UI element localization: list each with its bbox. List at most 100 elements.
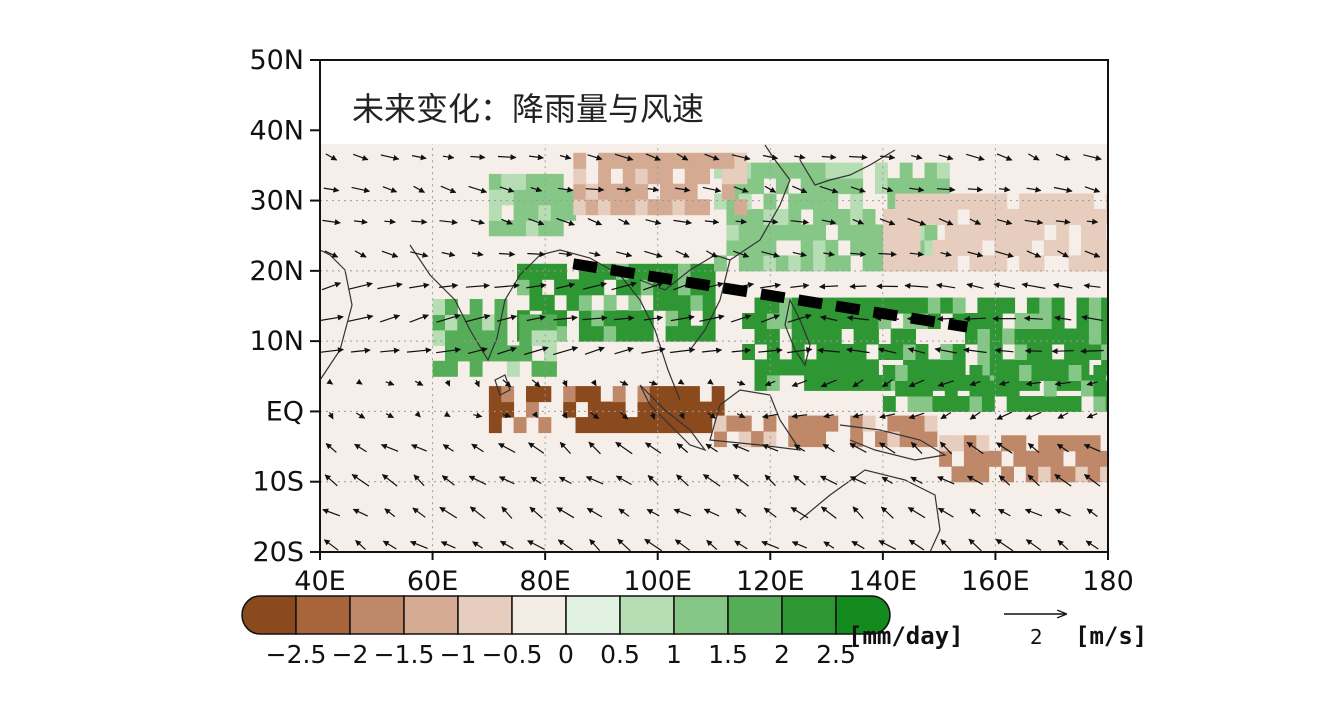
wind-vector (1027, 442, 1040, 454)
rain-cell (585, 199, 599, 216)
wind-vector (615, 475, 632, 486)
wind-vector (528, 442, 545, 454)
colorbar: −2.5 −2 −1.5 −1 −0.5 0 0.5 1 1.5 2 2.5 (241, 595, 891, 669)
rain-cell (1105, 193, 1108, 210)
colorbar-tick-label: −2.5 (266, 640, 327, 669)
rain-cell (687, 401, 700, 418)
rain-cell (853, 359, 867, 376)
lat-tick-label: 40N (249, 115, 304, 146)
wind-vector (761, 251, 780, 258)
rain-cell (981, 224, 995, 241)
wind-vector (530, 476, 542, 485)
rain-cell (936, 162, 950, 179)
wind-vector (908, 412, 925, 420)
wind-vector (968, 538, 982, 552)
rain-cell (1088, 297, 1102, 314)
wind-vector (879, 413, 896, 420)
rain-cell (837, 178, 851, 195)
wind-vector (938, 218, 954, 226)
rain-cell (711, 386, 725, 403)
wind-vector (411, 154, 427, 161)
rain-cell (1081, 255, 1094, 272)
rain-cell (890, 297, 904, 314)
wind-vector (325, 443, 337, 453)
rain-cell (912, 178, 925, 195)
rain-cell (920, 380, 933, 397)
rain-cell (1100, 450, 1108, 467)
rain-cell (951, 466, 965, 483)
rain-cell (738, 431, 752, 448)
rain-cell (697, 168, 710, 185)
wind-vector (998, 186, 1011, 193)
rain-cell (981, 255, 995, 272)
rain-cell (813, 224, 826, 241)
rain-cell (1019, 365, 1032, 381)
wind-vector (791, 541, 808, 549)
rain-cell (1002, 297, 1016, 314)
rain-cell (726, 415, 740, 432)
wind-vector (849, 476, 867, 485)
wind-vector (764, 185, 777, 193)
rain-cell (882, 365, 896, 381)
rain-cell (738, 255, 752, 272)
wind-vector (823, 251, 835, 257)
rain-cell (837, 162, 851, 179)
colorbar-tick-label: −1.5 (374, 640, 435, 669)
wind-vector (820, 379, 837, 388)
wind-vector (439, 506, 458, 519)
wind-vector (355, 412, 366, 419)
wind-vector (413, 185, 426, 193)
wind-vector (966, 282, 984, 289)
wind-vector (382, 540, 397, 550)
rain-cell (1081, 239, 1094, 256)
rain-cell (1076, 313, 1090, 329)
rain-cell (920, 365, 933, 381)
rain-cell (751, 209, 764, 225)
rain-cell (526, 220, 539, 237)
wind-vector (385, 380, 395, 386)
rain-cell (1093, 396, 1107, 412)
lon-tick-label: 180 (1082, 566, 1134, 597)
wind-vector (352, 153, 369, 161)
vector-legend: 2 [m/s] (1004, 614, 1147, 650)
rain-cell (653, 294, 667, 311)
wind-vector (1057, 539, 1069, 551)
wind-vector (354, 250, 367, 258)
australia-coast (799, 469, 941, 552)
wind-vector (553, 346, 579, 356)
rain-cell (660, 199, 673, 216)
wind-vector (701, 347, 723, 354)
rain-cell (988, 450, 1002, 467)
rain-cell (895, 224, 909, 241)
rain-cell (895, 239, 909, 256)
rain-cell (800, 224, 814, 241)
wind-vector (414, 410, 421, 418)
wind-vector (584, 346, 605, 355)
wind-vector (531, 411, 538, 418)
wind-vector (355, 378, 363, 385)
rain-cell (1031, 365, 1045, 381)
wind-vector (322, 219, 341, 226)
rain-cell (531, 329, 545, 346)
wind-vector (1026, 250, 1042, 258)
wind-vector (996, 219, 1013, 226)
rain-cell (678, 325, 691, 342)
rain-cell (697, 199, 710, 216)
wind-vector (1026, 186, 1042, 193)
rain-cell (640, 325, 654, 342)
rain-cell (1026, 344, 1040, 360)
rain-cell (625, 417, 638, 434)
rain-cell (924, 178, 938, 195)
rain-cell (754, 313, 768, 329)
rain-cell (1081, 224, 1094, 241)
wind-vector (704, 153, 720, 161)
wind-vector (966, 153, 985, 162)
colorbar-tick-label: 0 (558, 640, 574, 669)
rain-cell (738, 415, 752, 432)
rain-cell (882, 224, 896, 241)
wind-vector (851, 540, 865, 550)
wind-vector (380, 443, 399, 452)
wind-vector (731, 154, 751, 161)
rain-cell (1013, 450, 1027, 467)
wind-vector (324, 250, 339, 258)
